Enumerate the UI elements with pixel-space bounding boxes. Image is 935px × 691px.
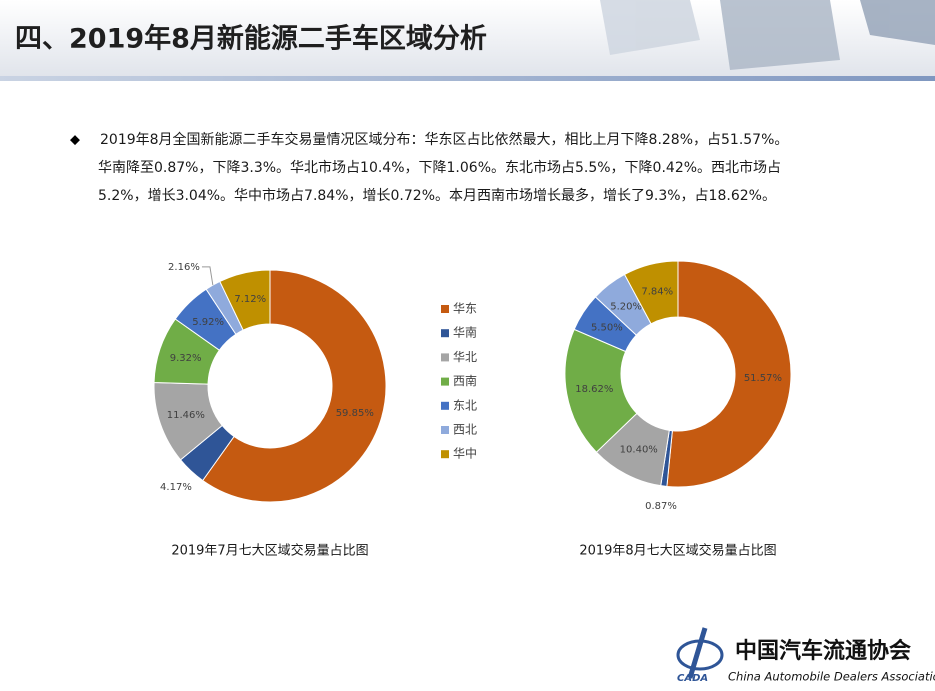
legend-label: 东北 — [453, 398, 477, 412]
legend-label: 西南 — [453, 373, 477, 388]
legend-swatch — [441, 426, 449, 434]
legend-swatch — [441, 401, 449, 410]
legend-swatch — [441, 305, 449, 313]
legend-label: 华南 — [453, 325, 477, 340]
data-label: 11.46% — [167, 410, 205, 421]
bullet-line: 5.2%，增长3.04%。华中市场占7.84%，增长0.72%。本月西南市场增长… — [98, 187, 776, 204]
data-label: 51.57% — [744, 373, 782, 384]
legend-swatch — [441, 377, 449, 386]
data-label: 9.32% — [170, 353, 202, 364]
leader-line — [201, 266, 214, 286]
logo-english: China Automobile Dealers Association — [728, 670, 935, 684]
legend-swatch — [441, 353, 449, 362]
data-label: 2.16% — [168, 262, 200, 273]
legend-label: 华中 — [453, 446, 477, 461]
slide-title: 四、2019年8月新能源二手车区域分析 — [15, 23, 487, 55]
legend-label: 华北 — [453, 350, 477, 364]
logo-name: 中国汽车流通协会 — [735, 638, 911, 664]
header-rule — [0, 76, 935, 81]
bullet-icon: ◆ — [70, 133, 80, 148]
donut-slice — [666, 260, 792, 488]
data-label: 59.85% — [336, 408, 374, 419]
data-label: 7.84% — [641, 287, 673, 298]
bullet-line: 2019年8月全国新能源二手车交易量情况区域分布：华东区占比依然最大，相比上月下… — [100, 131, 788, 148]
data-label: 18.62% — [575, 384, 613, 395]
data-label: 7.12% — [234, 294, 266, 305]
data-label: 5.20% — [610, 302, 642, 313]
data-label: 4.17% — [160, 482, 192, 493]
data-label: 5.92% — [192, 317, 224, 328]
chart-title: 2019年7月七大区域交易量占比图 — [171, 543, 368, 559]
logo-abbr: CADA — [677, 673, 708, 684]
header-decoration — [600, 0, 935, 70]
legend-swatch — [441, 450, 449, 459]
data-label: 10.40% — [620, 444, 658, 455]
donut-slice — [623, 260, 679, 325]
donut-slice — [202, 269, 387, 503]
logo: 中国汽车流通协会 China Automobile Dealers Associ… — [676, 627, 935, 684]
legend-swatch — [441, 329, 449, 338]
donut-slice — [219, 269, 271, 331]
legend-label: 华东 — [453, 302, 477, 316]
data-label: 5.50% — [591, 323, 623, 334]
data-label: 0.87% — [645, 501, 677, 512]
bullet-text: 2019年8月全国新能源二手车交易量情况区域分布：华东区占比依然最大，相比上月下… — [98, 131, 788, 204]
legend-label: 西北 — [453, 423, 477, 437]
bullet-line: 华南降至0.87%，下降3.3%。华北市场占10.4%，下降1.06%。东北市场… — [98, 159, 781, 176]
chart-title: 2019年8月七大区域交易量占比图 — [579, 543, 776, 559]
